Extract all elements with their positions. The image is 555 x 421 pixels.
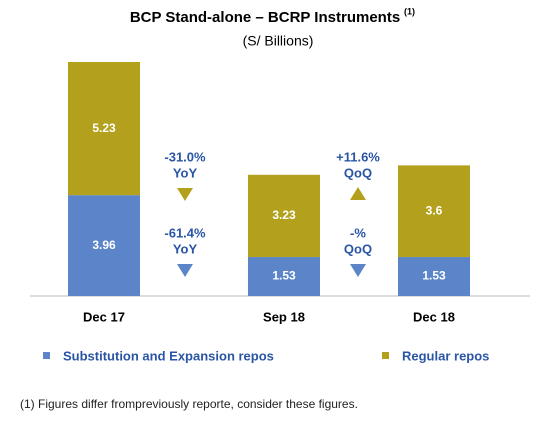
- annotation-arrow: [350, 187, 366, 200]
- x-tick-label: Dec 18: [413, 309, 455, 324]
- annotation-change: -%: [350, 225, 366, 240]
- bar-segment: [398, 165, 470, 258]
- value-label: 3.23: [272, 208, 296, 222]
- value-label: 3.6: [426, 203, 443, 217]
- annotation-period: QoQ: [344, 241, 372, 256]
- chart-subtitle: (S/ Billions): [243, 33, 314, 49]
- annotation-period: YoY: [173, 241, 198, 256]
- x-tick-label: Sep 18: [263, 309, 305, 324]
- annotation-arrow: [177, 188, 193, 201]
- annotation-period: QoQ: [344, 165, 372, 180]
- legend-swatch: [43, 352, 50, 359]
- value-label: 3.96: [92, 238, 116, 252]
- bar-segment: [68, 195, 140, 296]
- annotation-period: YoY: [173, 165, 198, 180]
- annotation-arrow: [177, 264, 193, 277]
- x-tick-label: Dec 17: [83, 309, 125, 324]
- bar-segment: [248, 174, 320, 258]
- bar-segment: [68, 62, 140, 196]
- value-label: 1.53: [272, 269, 296, 283]
- annotation-change: +11.6%: [336, 149, 380, 164]
- legend-label: Regular repos: [402, 348, 489, 363]
- value-label: 1.53: [422, 269, 446, 283]
- chart-title: BCP Stand-alone – BCRP Instruments: [130, 9, 400, 26]
- title-note: (1): [404, 6, 415, 16]
- annotation-change: -31.0%: [164, 149, 206, 164]
- bar-segment: [248, 257, 320, 296]
- footnote: (1) Figures differ frompreviously report…: [20, 397, 358, 411]
- bar-segment: [398, 257, 470, 296]
- value-label: 5.23: [92, 121, 116, 135]
- legend-swatch: [382, 352, 389, 359]
- annotation-change: -61.4%: [164, 225, 206, 240]
- annotation-arrow: [350, 264, 366, 277]
- legend-label: Substitution and Expansion repos: [63, 348, 274, 363]
